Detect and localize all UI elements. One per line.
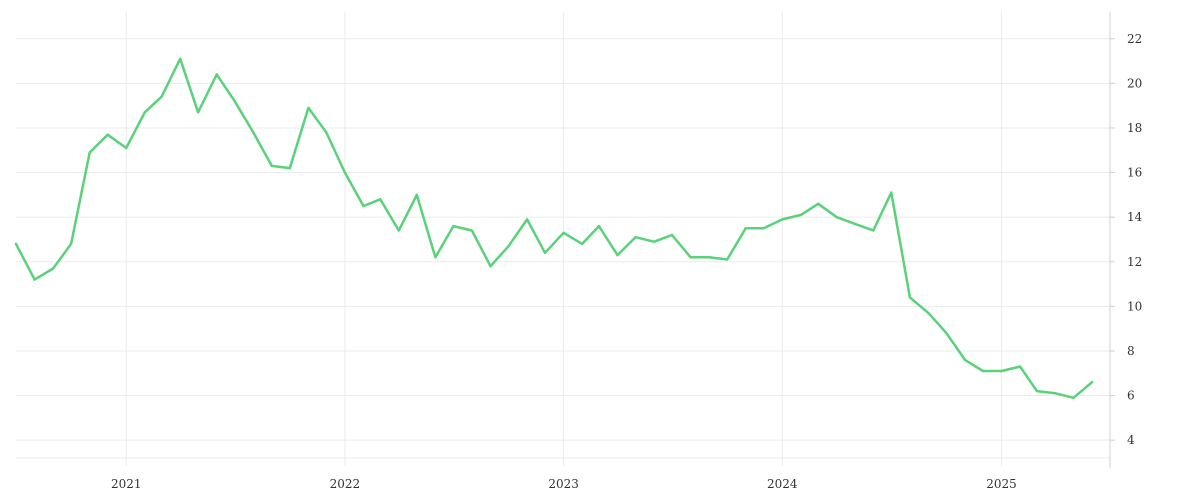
y-axis-tick-labels: 4 6 8 10 12 14 16 18 20 22: [1127, 32, 1143, 447]
data-point: [379, 198, 382, 201]
data-point: [270, 164, 273, 168]
data-point: [233, 100, 236, 103]
data-point: [762, 227, 765, 230]
data-point: [781, 218, 784, 221]
data-point: [106, 133, 109, 136]
data-point: [670, 233, 674, 237]
data-point: [507, 245, 510, 248]
y-tick-label: 8: [1127, 344, 1135, 358]
data-point: [179, 57, 182, 60]
data-point: [288, 166, 291, 170]
data-point: [325, 131, 328, 134]
data-point: [143, 111, 146, 114]
y-tick-label: 18: [1127, 121, 1142, 135]
data-point: [1054, 392, 1057, 395]
data-point: [362, 204, 365, 208]
x-tick-label: 2022: [330, 477, 361, 491]
data-point: [1035, 389, 1039, 393]
data-point: [835, 216, 838, 219]
data-point: [872, 229, 875, 232]
data-point: [343, 171, 347, 174]
x-tick-label: 2024: [767, 477, 798, 491]
x-tick-label: 2025: [986, 477, 1017, 491]
data-point: [1072, 396, 1075, 399]
data-point: [252, 131, 255, 134]
data-point: [434, 256, 437, 259]
series-layer: [14, 57, 1094, 400]
data-point: [708, 256, 711, 259]
y-tick-label: 4: [1127, 433, 1135, 447]
data-point: [562, 231, 565, 234]
series-line: [14, 57, 1094, 400]
data-point: [908, 296, 912, 299]
data-point: [1000, 369, 1003, 373]
data-point: [853, 222, 856, 225]
data-point: [799, 213, 803, 217]
data-point: [581, 242, 584, 246]
data-point: [927, 311, 930, 315]
data-point: [597, 224, 601, 228]
data-point: [452, 224, 455, 228]
data-point: [160, 95, 163, 98]
data-point: [634, 236, 637, 239]
data-point: [307, 106, 310, 110]
data-point: [945, 331, 948, 335]
data-point: [88, 151, 91, 154]
data-point: [125, 146, 128, 150]
y-gridlines: [16, 38, 1115, 459]
data-point: [726, 258, 729, 261]
y-tick-label: 20: [1127, 76, 1142, 90]
data-point: [890, 191, 893, 194]
data-point: [1018, 365, 1022, 368]
data-point: [14, 242, 18, 246]
y-tick-label: 14: [1127, 210, 1143, 224]
x-tick-label: 2021: [111, 477, 142, 491]
data-point: [981, 369, 985, 373]
y-tick-label: 22: [1127, 32, 1142, 46]
data-point: [616, 253, 619, 257]
data-point: [963, 358, 967, 362]
y-tick-label: 6: [1127, 389, 1135, 403]
data-point: [817, 202, 820, 205]
x-gridlines: [125, 12, 1003, 466]
data-point: [689, 256, 692, 259]
y-tick-label: 16: [1127, 166, 1142, 180]
data-point: [652, 240, 656, 243]
data-point: [51, 267, 55, 270]
x-tick-label: 2023: [548, 477, 579, 491]
y-tick-label: 12: [1127, 255, 1142, 269]
data-point: [489, 265, 492, 268]
data-point: [397, 229, 400, 232]
data-point: [69, 242, 73, 246]
data-point: [196, 111, 200, 114]
data-point: [1090, 381, 1094, 384]
data-point: [525, 218, 529, 221]
x-axis-tick-labels: 2021 2022 2023 2024 2025: [111, 477, 1017, 491]
data-point: [415, 193, 418, 197]
data-point: [33, 278, 36, 281]
y-tick-label: 10: [1127, 299, 1142, 313]
data-point: [744, 227, 747, 230]
data-point: [543, 251, 547, 254]
data-point: [470, 229, 474, 232]
data-point: [215, 73, 218, 76]
